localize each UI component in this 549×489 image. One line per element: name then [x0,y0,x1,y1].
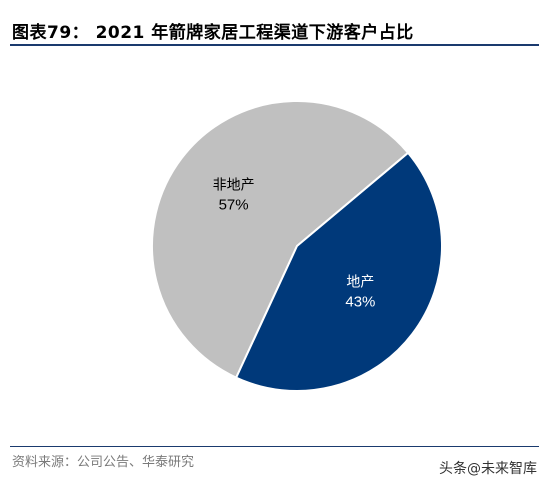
pie-slice [151,100,410,379]
chart-title: 图表79： 2021 年箭牌家居工程渠道下游客户占比 [12,23,414,43]
title-divider [10,44,539,46]
watermark: 头条@未来智库 [439,461,537,477]
slice-percent: 57% [219,197,249,214]
slice-label: 非地产 [213,178,255,194]
slice-label: 地产 [346,274,374,290]
source-divider [10,446,539,447]
pie-chart: 非地产 57% 地产 43% [151,100,443,392]
pie-slice [234,151,443,392]
source-note: 资料来源：公司公告、华泰研究 [12,455,195,470]
slice-percent: 43% [345,293,375,310]
